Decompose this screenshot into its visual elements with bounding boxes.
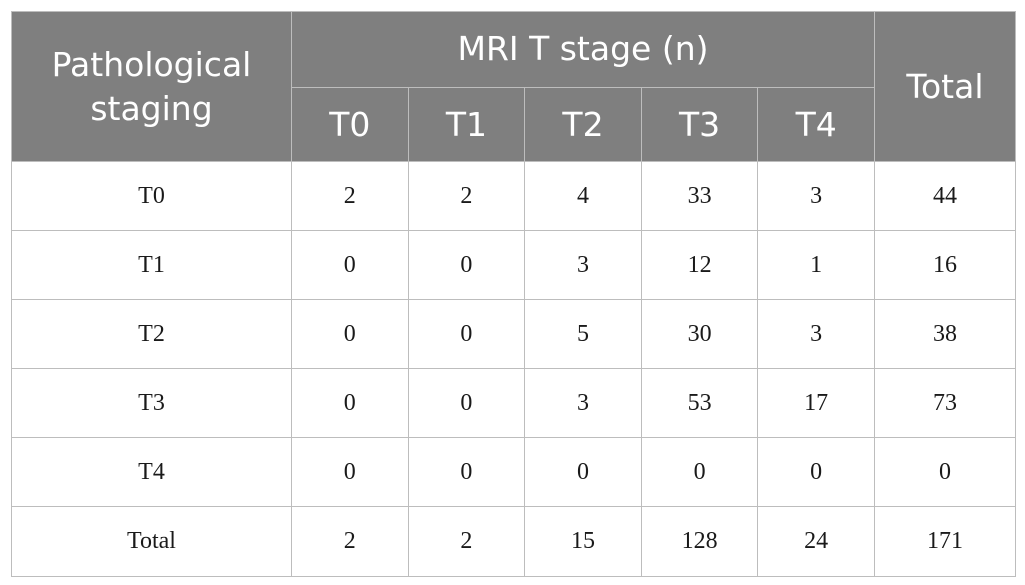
cell-t4: 0 <box>757 437 875 507</box>
cell-t4: 17 <box>757 368 875 438</box>
cell-t3: 53 <box>640 368 759 438</box>
table-row: T0 2 2 4 33 3 44 <box>11 161 1016 231</box>
cell-t4: 3 <box>757 299 875 369</box>
row-label: Total <box>11 506 292 577</box>
cell-t2: 5 <box>524 299 642 369</box>
staging-table: Pathological staging MRI T stage (n) Tot… <box>11 11 1016 577</box>
header-pathological-staging: Pathological staging <box>11 11 292 162</box>
table-header: Pathological staging MRI T stage (n) Tot… <box>11 11 1016 162</box>
table-row: T2 0 0 5 30 3 38 <box>11 299 1016 369</box>
header-t4: T4 <box>757 87 875 162</box>
header-mri-t-stage: MRI T stage (n) <box>291 11 875 88</box>
header-t1: T1 <box>407 87 526 162</box>
table-row: T3 0 0 3 53 17 73 <box>11 368 1016 438</box>
row-label: T3 <box>11 368 292 438</box>
cell-t4: 3 <box>757 161 875 231</box>
cell-total: 73 <box>873 368 1016 438</box>
cell-t4: 1 <box>757 230 875 300</box>
cell-t0: 0 <box>291 299 409 369</box>
cell-t0: 2 <box>291 506 409 577</box>
header-total: Total <box>873 11 1016 162</box>
cell-t2: 0 <box>524 437 642 507</box>
cell-t1: 0 <box>407 299 526 369</box>
cell-t1: 2 <box>407 506 526 577</box>
cell-t3: 30 <box>640 299 759 369</box>
cell-t3: 33 <box>640 161 759 231</box>
cell-total: 44 <box>873 161 1016 231</box>
cell-t2: 15 <box>524 506 642 577</box>
header-t2: T2 <box>524 87 642 162</box>
row-label: T0 <box>11 161 292 231</box>
cell-t1: 0 <box>407 368 526 438</box>
row-label: T2 <box>11 299 292 369</box>
cell-t1: 2 <box>407 161 526 231</box>
cell-total: 171 <box>873 506 1016 577</box>
row-label: T1 <box>11 230 292 300</box>
table-body: T0 2 2 4 33 3 44 T1 0 0 3 12 1 16 T2 0 0… <box>11 161 1016 577</box>
table-row: T4 0 0 0 0 0 0 <box>11 437 1016 507</box>
cell-t1: 0 <box>407 437 526 507</box>
cell-t0: 0 <box>291 368 409 438</box>
cell-total: 16 <box>873 230 1016 300</box>
header-t3: T3 <box>640 87 759 162</box>
cell-t3: 0 <box>640 437 759 507</box>
cell-t0: 0 <box>291 437 409 507</box>
table-row: T1 0 0 3 12 1 16 <box>11 230 1016 300</box>
cell-t3: 12 <box>640 230 759 300</box>
cell-t0: 0 <box>291 230 409 300</box>
cell-t0: 2 <box>291 161 409 231</box>
cell-t3: 128 <box>640 506 759 577</box>
cell-t1: 0 <box>407 230 526 300</box>
cell-t2: 3 <box>524 368 642 438</box>
cell-total: 0 <box>873 437 1016 507</box>
row-label: T4 <box>11 437 292 507</box>
cell-t2: 4 <box>524 161 642 231</box>
cell-t4: 24 <box>757 506 875 577</box>
header-t0: T0 <box>291 87 409 162</box>
cell-t2: 3 <box>524 230 642 300</box>
table-row-total: Total 2 2 15 128 24 171 <box>11 506 1016 577</box>
cell-total: 38 <box>873 299 1016 369</box>
